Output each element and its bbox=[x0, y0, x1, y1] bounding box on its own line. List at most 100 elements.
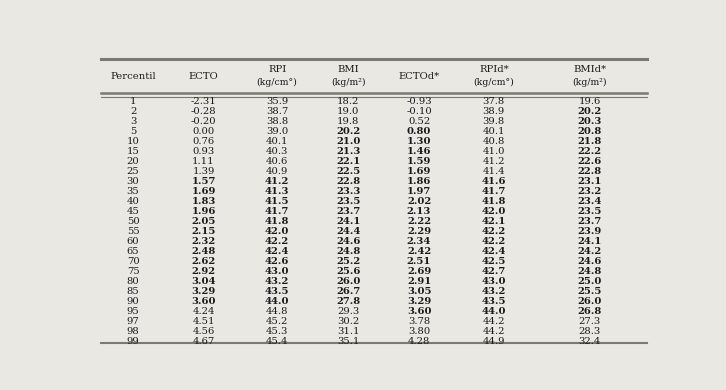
Text: 1.69: 1.69 bbox=[407, 167, 431, 176]
Text: 41.4: 41.4 bbox=[483, 167, 505, 176]
Text: 29.3: 29.3 bbox=[337, 307, 359, 316]
Text: 10: 10 bbox=[126, 137, 139, 146]
Text: 1.39: 1.39 bbox=[192, 167, 215, 176]
Text: 3.60: 3.60 bbox=[407, 307, 431, 316]
Text: 44.2: 44.2 bbox=[483, 317, 505, 326]
Text: 40.1: 40.1 bbox=[483, 128, 505, 136]
Text: 55: 55 bbox=[127, 227, 139, 236]
Text: 42.1: 42.1 bbox=[481, 217, 506, 226]
Text: 22.8: 22.8 bbox=[578, 167, 602, 176]
Text: 1.46: 1.46 bbox=[407, 147, 431, 156]
Text: 19.8: 19.8 bbox=[337, 117, 359, 126]
Text: 45.2: 45.2 bbox=[266, 317, 288, 326]
Text: 2.05: 2.05 bbox=[191, 217, 216, 226]
Text: 2.62: 2.62 bbox=[192, 257, 216, 266]
Text: 50: 50 bbox=[127, 217, 139, 226]
Text: 38.7: 38.7 bbox=[266, 107, 288, 116]
Text: 41.2: 41.2 bbox=[483, 157, 505, 166]
Text: 35.1: 35.1 bbox=[337, 337, 359, 346]
Text: 65: 65 bbox=[127, 247, 139, 256]
Text: 2.48: 2.48 bbox=[192, 247, 216, 256]
Text: 40.8: 40.8 bbox=[483, 137, 505, 146]
Text: 44.0: 44.0 bbox=[481, 307, 506, 316]
Text: 19.0: 19.0 bbox=[337, 107, 359, 116]
Text: 27.3: 27.3 bbox=[579, 317, 601, 326]
Text: 80: 80 bbox=[127, 277, 139, 286]
Text: 18.2: 18.2 bbox=[337, 98, 359, 106]
Text: 15: 15 bbox=[126, 147, 139, 156]
Text: 38.8: 38.8 bbox=[266, 117, 288, 126]
Text: 42.0: 42.0 bbox=[265, 227, 290, 236]
Text: 22.1: 22.1 bbox=[336, 157, 360, 166]
Text: 40.1: 40.1 bbox=[266, 137, 288, 146]
Text: 41.8: 41.8 bbox=[481, 197, 506, 206]
Text: 24.4: 24.4 bbox=[336, 227, 360, 236]
Text: 24.1: 24.1 bbox=[336, 217, 360, 226]
Text: 27.8: 27.8 bbox=[336, 297, 360, 306]
Text: 25.5: 25.5 bbox=[578, 287, 602, 296]
Text: 4.28: 4.28 bbox=[408, 337, 431, 346]
Text: 5: 5 bbox=[130, 128, 136, 136]
Text: 90: 90 bbox=[127, 297, 139, 306]
Text: 42.4: 42.4 bbox=[265, 247, 290, 256]
Text: 24.1: 24.1 bbox=[578, 237, 602, 246]
Text: -0.93: -0.93 bbox=[407, 98, 432, 106]
Text: 43.2: 43.2 bbox=[265, 277, 290, 286]
Text: 4.24: 4.24 bbox=[192, 307, 215, 316]
Text: 41.7: 41.7 bbox=[265, 207, 290, 216]
Text: 0.80: 0.80 bbox=[407, 128, 431, 136]
Text: 23.9: 23.9 bbox=[578, 227, 602, 236]
Text: 1.86: 1.86 bbox=[407, 177, 431, 186]
Text: 98: 98 bbox=[127, 327, 139, 336]
Text: (kg/cm°): (kg/cm°) bbox=[473, 78, 514, 87]
Text: 70: 70 bbox=[127, 257, 139, 266]
Text: 42.7: 42.7 bbox=[482, 267, 506, 276]
Text: 23.4: 23.4 bbox=[578, 197, 602, 206]
Text: 42.6: 42.6 bbox=[265, 257, 290, 266]
Text: 0.76: 0.76 bbox=[192, 137, 215, 146]
Text: Percentil: Percentil bbox=[110, 72, 156, 81]
Text: 23.3: 23.3 bbox=[336, 187, 360, 196]
Text: 28.3: 28.3 bbox=[579, 327, 601, 336]
Text: 23.1: 23.1 bbox=[578, 177, 602, 186]
Text: 3.04: 3.04 bbox=[191, 277, 216, 286]
Text: 2.22: 2.22 bbox=[407, 217, 431, 226]
Text: 21.8: 21.8 bbox=[578, 137, 602, 146]
Text: 41.0: 41.0 bbox=[483, 147, 505, 156]
Text: 2.51: 2.51 bbox=[407, 257, 431, 266]
Text: 41.8: 41.8 bbox=[265, 217, 290, 226]
Text: 1.11: 1.11 bbox=[192, 157, 215, 166]
Text: 2.32: 2.32 bbox=[192, 237, 216, 246]
Text: 20.2: 20.2 bbox=[336, 128, 360, 136]
Text: 42.2: 42.2 bbox=[265, 237, 289, 246]
Text: 2.91: 2.91 bbox=[407, 277, 431, 286]
Text: 44.9: 44.9 bbox=[483, 337, 505, 346]
Text: 38.9: 38.9 bbox=[483, 107, 505, 116]
Text: 43.2: 43.2 bbox=[481, 287, 506, 296]
Text: 1.97: 1.97 bbox=[407, 187, 431, 196]
Text: 22.6: 22.6 bbox=[578, 157, 602, 166]
Text: 4.67: 4.67 bbox=[192, 337, 215, 346]
Text: 41.3: 41.3 bbox=[265, 187, 290, 196]
Text: 44.0: 44.0 bbox=[265, 297, 290, 306]
Text: 41.7: 41.7 bbox=[481, 187, 506, 196]
Text: 2.13: 2.13 bbox=[407, 207, 431, 216]
Text: 30: 30 bbox=[127, 177, 139, 186]
Text: 40.6: 40.6 bbox=[266, 157, 288, 166]
Text: 1.83: 1.83 bbox=[191, 197, 216, 206]
Text: 24.6: 24.6 bbox=[578, 257, 602, 266]
Text: RPId*: RPId* bbox=[479, 65, 509, 74]
Text: 41.6: 41.6 bbox=[481, 177, 506, 186]
Text: 25.0: 25.0 bbox=[578, 277, 602, 286]
Text: 24.8: 24.8 bbox=[578, 267, 602, 276]
Text: 40: 40 bbox=[126, 197, 139, 206]
Text: (kg/cm°): (kg/cm°) bbox=[257, 78, 298, 87]
Text: BMI: BMI bbox=[338, 65, 359, 74]
Text: RPI: RPI bbox=[268, 65, 286, 74]
Text: 3.80: 3.80 bbox=[408, 327, 431, 336]
Text: 95: 95 bbox=[127, 307, 139, 316]
Text: 25.6: 25.6 bbox=[336, 267, 360, 276]
Text: 3.78: 3.78 bbox=[408, 317, 431, 326]
Text: 22.8: 22.8 bbox=[336, 177, 360, 186]
Text: ECTOd*: ECTOd* bbox=[399, 72, 440, 81]
